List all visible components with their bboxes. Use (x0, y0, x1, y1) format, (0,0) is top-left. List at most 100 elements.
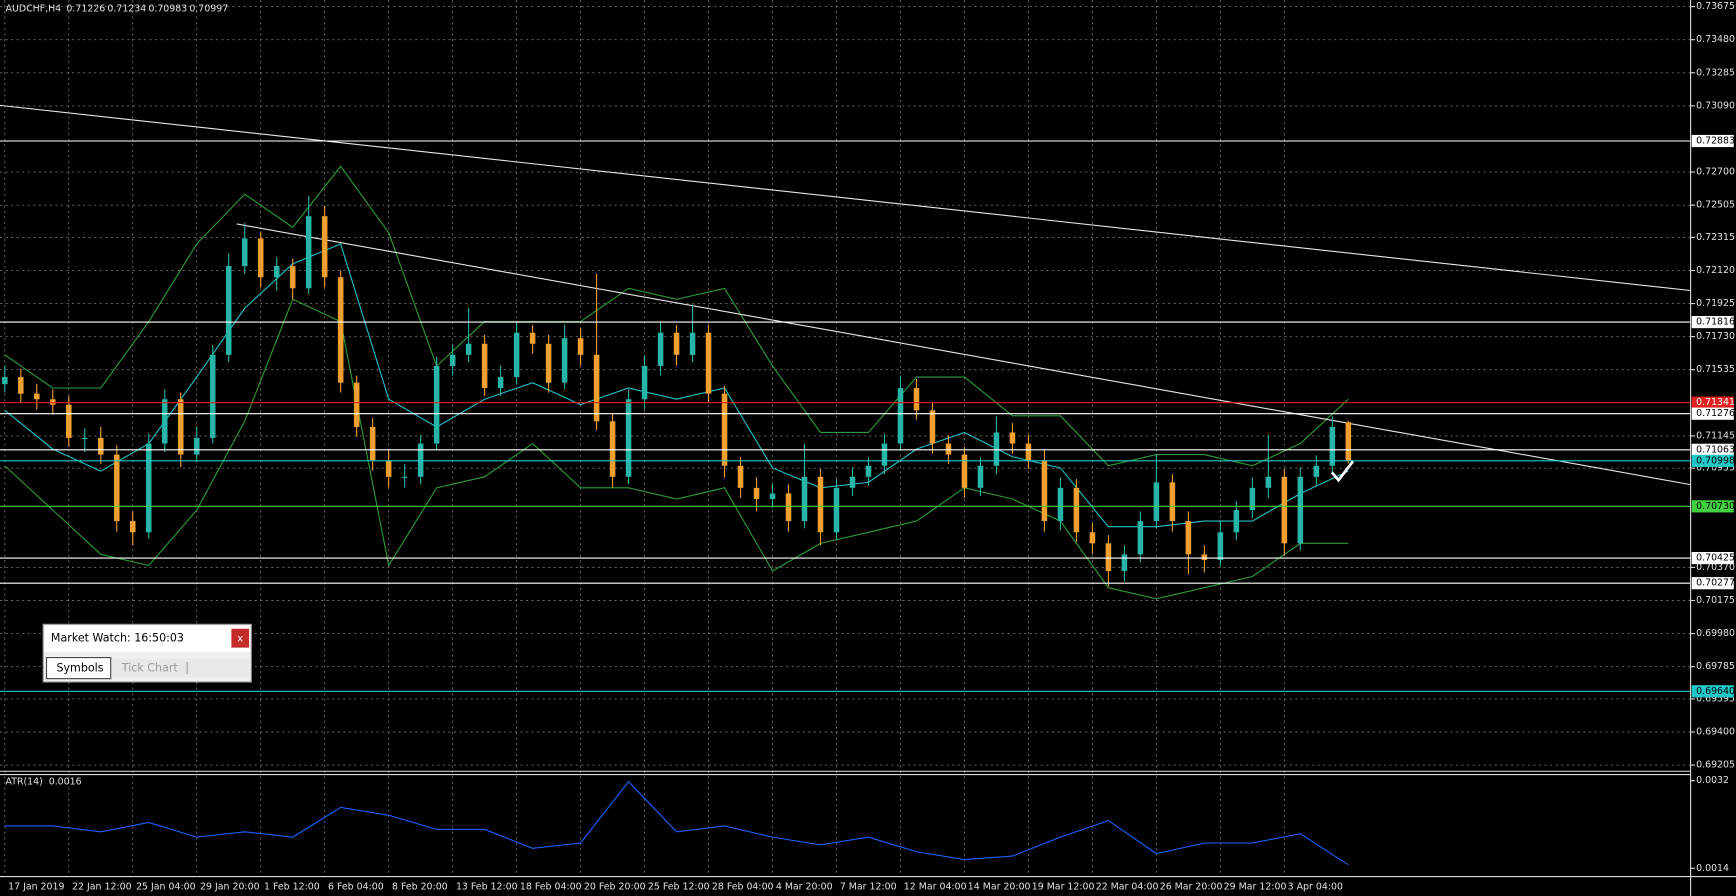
candle-body (625, 399, 632, 477)
candle-body (113, 454, 120, 522)
candle-body (385, 460, 392, 477)
y-tick-label: 0.71925 (1696, 298, 1735, 309)
candle-body (465, 343, 472, 355)
tab-label[interactable]: Symbols (56, 662, 103, 675)
price-level-label: 0.71341 (1696, 397, 1735, 408)
y-tick-label: 0.69595 (1696, 693, 1735, 704)
candle-body (97, 437, 104, 455)
candle-body (1265, 476, 1272, 488)
candle-body (1153, 482, 1160, 522)
low-price: 0.70983 (148, 3, 187, 14)
tab-label[interactable]: Tick Chart (121, 662, 179, 675)
indicator-line (4, 298, 1349, 600)
candle-body (913, 388, 920, 411)
x-tick-label: 25 Feb 12:00 (648, 882, 710, 893)
candle-body (305, 216, 312, 289)
close-button[interactable] (231, 628, 250, 648)
candle-body (1313, 465, 1320, 477)
candle-body (1345, 422, 1352, 462)
candle-body (737, 465, 744, 488)
candle-body (145, 443, 152, 533)
candle-body (577, 338, 584, 355)
price-level-label: 0.69640 (1696, 686, 1735, 697)
candle-body (993, 432, 1000, 466)
high-price: 0.71234 (107, 3, 146, 14)
candle-body (929, 410, 936, 444)
y-tick-label: 0.72700 (1696, 167, 1735, 178)
candle-body (689, 332, 696, 355)
candle-body (273, 266, 280, 278)
candle-body (369, 426, 376, 461)
candle-body (561, 338, 568, 383)
candle-body (225, 266, 232, 355)
x-tick-label: 22 Mar 04:00 (1096, 882, 1159, 893)
candle-body (593, 354, 600, 422)
y-tick-label: 0.0014 (1696, 863, 1729, 874)
candle-body (769, 493, 776, 500)
market-watch-window: Market Watch: 16:50:03 x Symbols Tick Ch… (42, 623, 252, 683)
x-tick-label: 3 Apr 04:00 (1288, 882, 1343, 893)
candle-body (657, 332, 664, 367)
price-level-label: 0.70998 (1696, 455, 1735, 466)
candle-body (1137, 521, 1144, 555)
atr-value: 0.0016 (49, 776, 82, 787)
candle-body (609, 421, 616, 477)
candle-body (18, 377, 24, 394)
candle-body (897, 388, 904, 444)
candle-body (945, 443, 952, 455)
candle-body (1281, 476, 1288, 544)
x-tick-label: 12 Mar 04:00 (904, 882, 967, 893)
price-level-tag (1691, 551, 1734, 565)
x-tick-label: 22 Jan 12:00 (72, 882, 132, 893)
x-tick-label: 6 Feb 04:00 (328, 882, 384, 893)
price-level-tag (1691, 407, 1734, 420)
candle-body (289, 266, 296, 289)
candle-body (833, 487, 840, 533)
candle-body (1329, 426, 1336, 466)
candle-body (1249, 487, 1256, 511)
y-tick-label: 0.71730 (1696, 331, 1735, 342)
candle-body (337, 277, 344, 383)
y-tick-label: 0.69980 (1696, 628, 1735, 639)
x-tick-label: 28 Feb 04:00 (712, 882, 774, 893)
candle-body (66, 404, 72, 438)
candle-body (321, 216, 328, 278)
candle-body (82, 437, 88, 440)
y-tick-label: 0.69400 (1696, 727, 1735, 738)
price-level-label: 0.70425 (1696, 553, 1735, 564)
x-tick-label: 8 Feb 20:00 (392, 882, 448, 893)
y-tick-label: 0.72315 (1696, 232, 1735, 243)
candle-body (481, 343, 488, 389)
price-level-label: 0.72883 (1696, 136, 1735, 147)
x-tick-label: 13 Feb 12:00 (456, 882, 518, 893)
price-level-tag (1691, 577, 1734, 590)
candle-body (1089, 532, 1096, 544)
candle-body (529, 332, 536, 344)
candle-body (1073, 487, 1080, 533)
trend-line (236, 223, 1691, 486)
y-tick-label: 0.73675 (1696, 1, 1735, 12)
check-mark (1330, 460, 1355, 483)
window-titlebar (44, 625, 251, 653)
candle-body (241, 238, 248, 267)
candle-body (129, 521, 136, 533)
tab[interactable] (111, 658, 250, 678)
x-tick-label: 4 Mar 20:00 (776, 882, 833, 893)
candle-body (433, 366, 440, 444)
candle-body (2, 377, 8, 385)
candle-body (1041, 460, 1048, 522)
candle-body (50, 399, 56, 405)
y-tick-label: 0.71145 (1696, 430, 1735, 441)
x-tick-label: 14 Mar 20:00 (968, 882, 1031, 893)
y-tick-label: 0.69205 (1696, 760, 1735, 771)
tab[interactable] (45, 657, 112, 680)
price-level-tag (1691, 396, 1734, 409)
candle-body (1201, 554, 1208, 560)
price-level-label: 0.70277 (1696, 578, 1735, 589)
close-icon[interactable]: x (237, 634, 243, 645)
candle-body (1169, 482, 1176, 522)
candle-body (1057, 487, 1064, 522)
price-level-tag (1691, 315, 1734, 329)
